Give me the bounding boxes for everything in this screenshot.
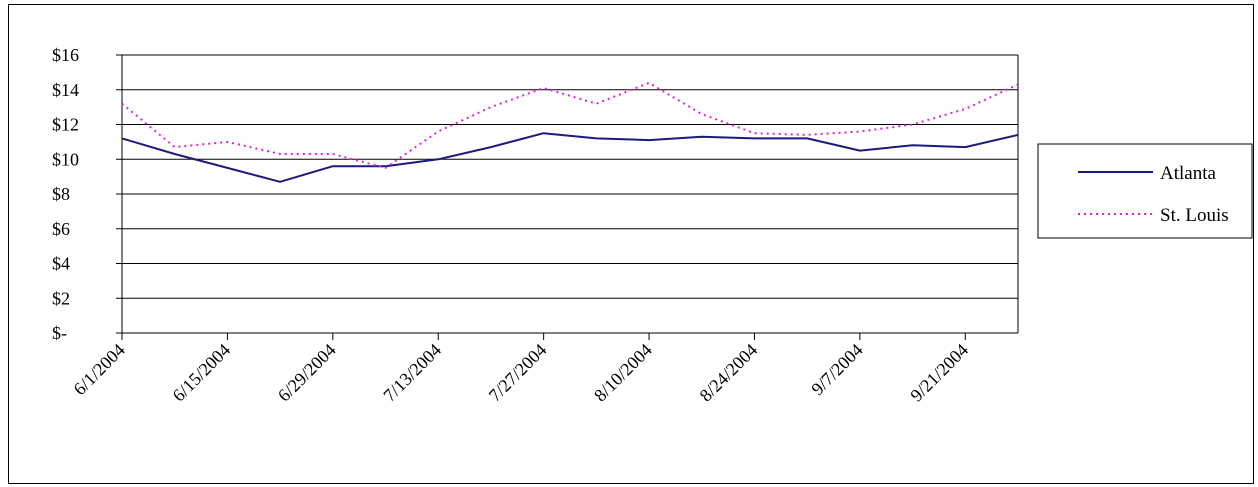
series-line-atlanta [121, 132, 1019, 183]
legend-label-st-louis: St. Louis [1160, 205, 1229, 226]
y-tick-label: $2 [52, 288, 70, 308]
y-tick-label: $10 [52, 149, 79, 169]
y-tick-label: $6 [52, 219, 70, 239]
legend: Atlanta St. Louis [1037, 143, 1253, 239]
chart-frame [8, 4, 1254, 484]
legend-box [1037, 143, 1253, 239]
x-tick-label: 6/15/2004 [168, 340, 234, 406]
y-tick-label: $8 [52, 184, 70, 204]
y-tick-label: $14 [52, 80, 79, 100]
y-tick-labels: $- $2 $4 $6 $8 $10 $12 $14 $16 [52, 45, 79, 343]
series-line-st-louis [121, 81, 1019, 169]
x-tick-labels: 6/1/2004 6/15/2004 6/29/2004 7/13/2004 7/27/… [69, 340, 972, 406]
x-tick-label: 7/27/2004 [485, 340, 551, 406]
y-tick-label: $- [52, 323, 67, 343]
y-tick-label: $4 [52, 254, 70, 274]
series-lines [121, 81, 1019, 183]
axes [116, 54, 1019, 340]
x-tick-label: 6/29/2004 [274, 340, 340, 406]
x-tick-label: 8/24/2004 [696, 340, 762, 406]
x-tick-label: 7/13/2004 [379, 340, 445, 406]
x-tick-label: 8/10/2004 [590, 340, 656, 406]
y-tick-label: $16 [52, 45, 79, 65]
legend-label-atlanta: Atlanta [1160, 163, 1216, 184]
x-tick-label: 9/7/2004 [807, 340, 866, 399]
x-tick-label: 9/21/2004 [906, 340, 972, 406]
x-tick-label: 6/1/2004 [69, 340, 128, 399]
gridlines [122, 54, 1018, 299]
y-tick-label: $12 [52, 115, 79, 135]
